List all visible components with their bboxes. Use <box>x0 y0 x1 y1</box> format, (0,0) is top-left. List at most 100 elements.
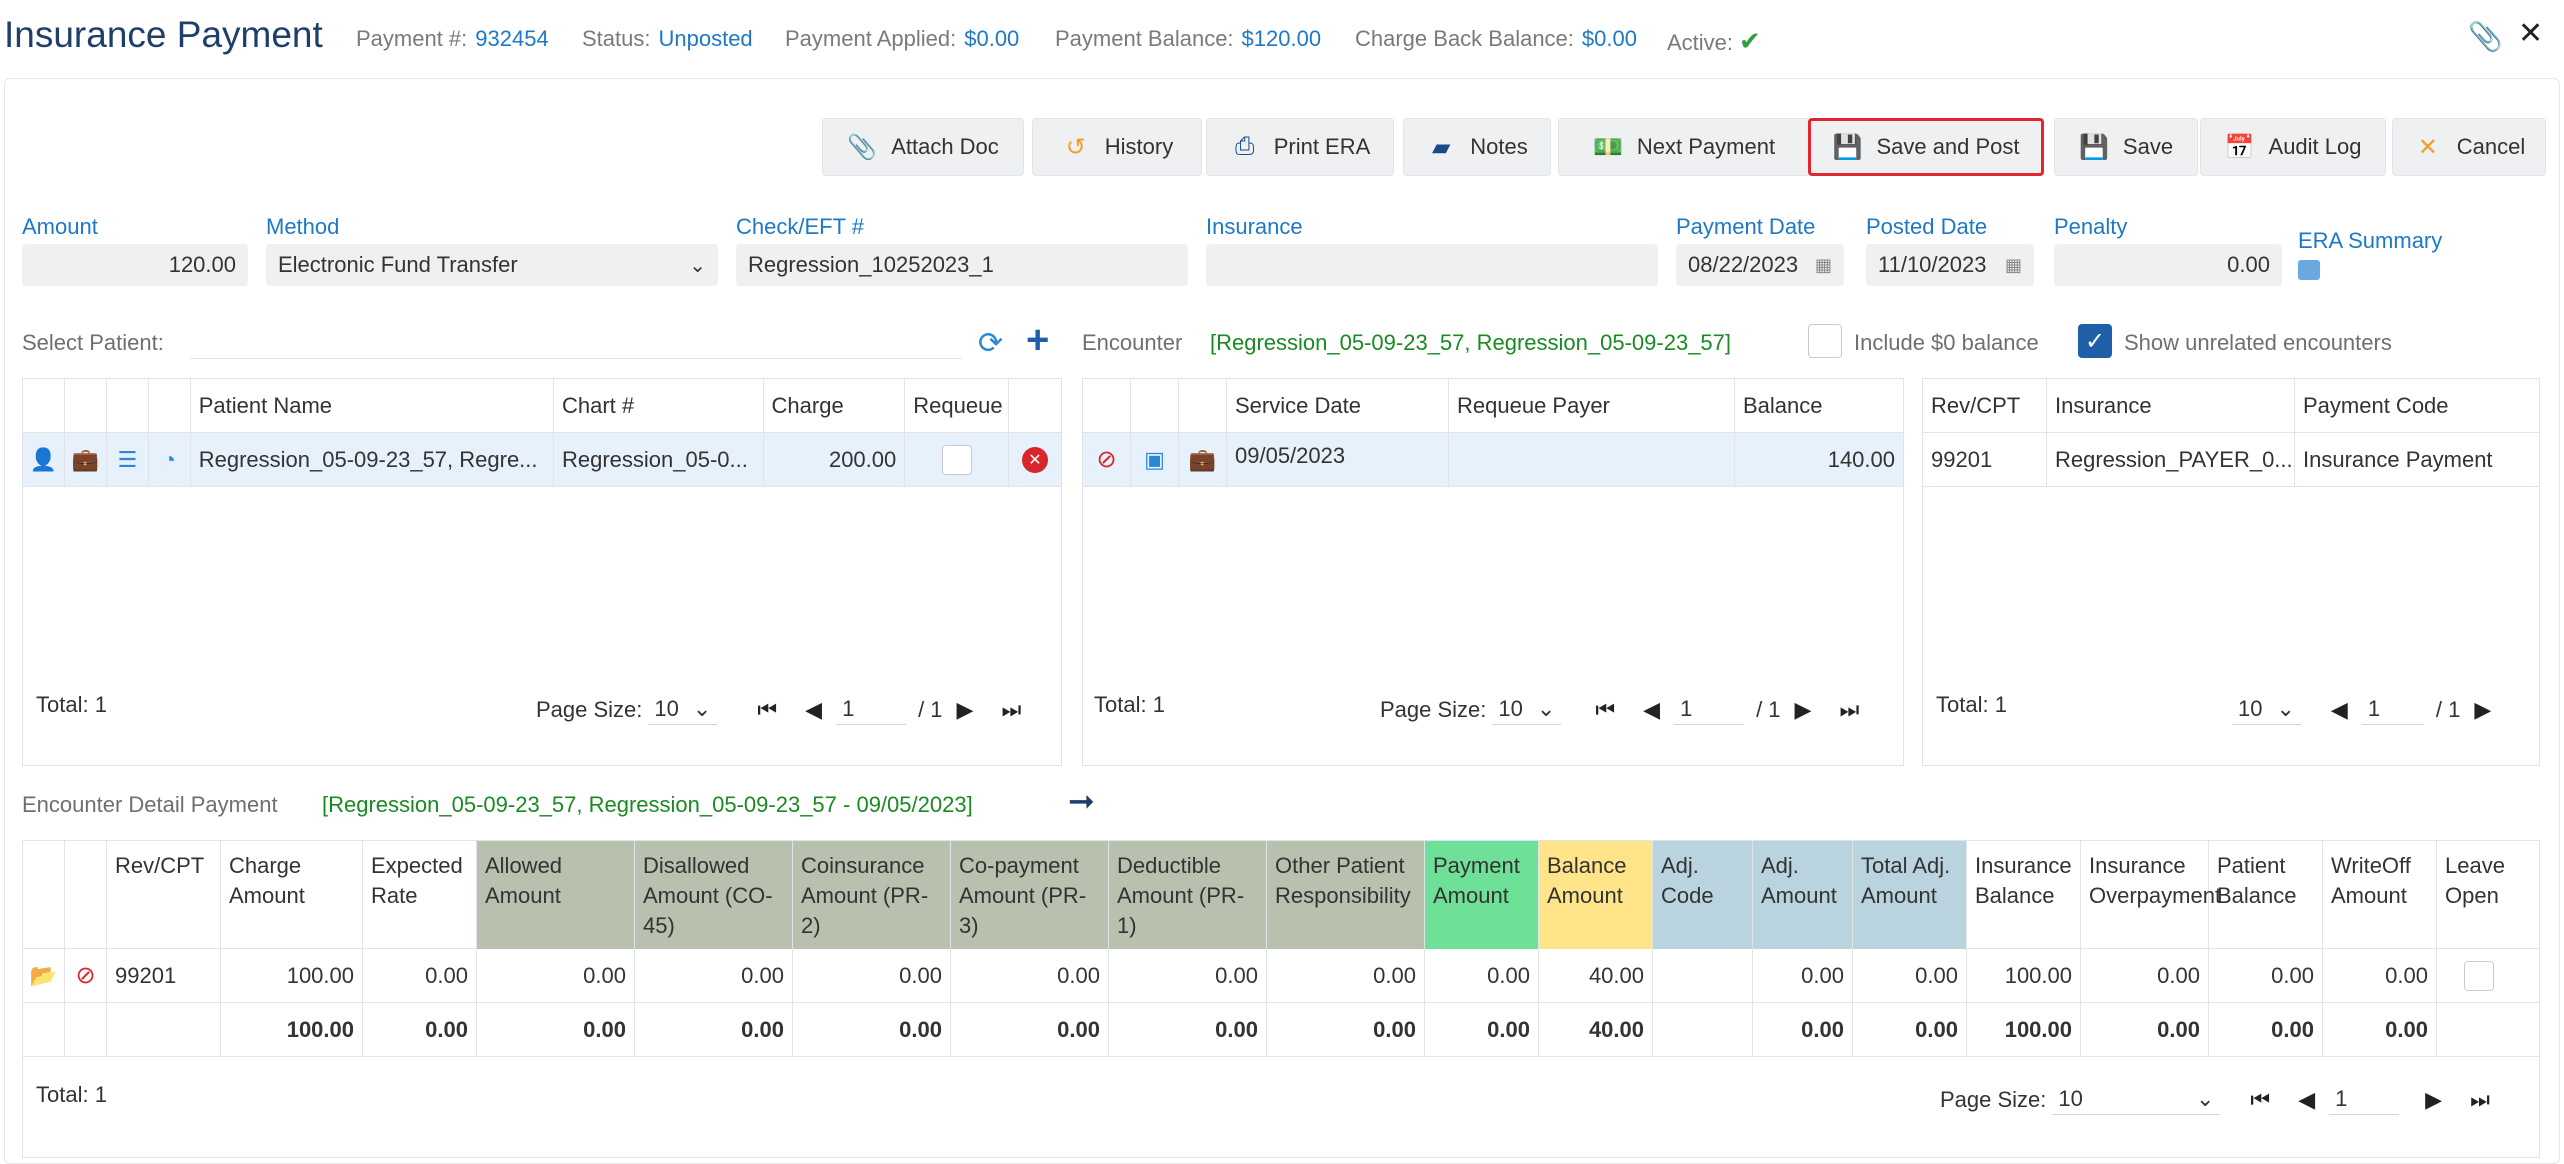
briefcase-icon[interactable]: 💼 <box>1179 433 1227 486</box>
next-page-icon[interactable]: ▶ <box>2425 1086 2443 1112</box>
col-charge-amount[interactable]: Charge Amount <box>221 841 363 949</box>
last-page-icon[interactable]: ⏭ <box>1001 696 1022 722</box>
next-payment-button[interactable]: 💵 Next Payment <box>1558 118 1810 176</box>
col-disallowed[interactable]: Disallowed Amount (CO-45) <box>635 841 793 949</box>
page-number-input[interactable]: 1 <box>836 694 907 725</box>
deductible-cell[interactable]: 0.00 <box>1109 949 1267 1002</box>
col-insurance[interactable]: Insurance <box>2047 379 2295 432</box>
close-icon[interactable]: ✕ <box>2518 17 2544 50</box>
show-unrelated-checkbox[interactable]: ✓ <box>2078 324 2112 358</box>
page-size-select[interactable]: 10 ⌄ <box>2232 694 2301 725</box>
col-adj-amount[interactable]: Adj. Amount <box>1753 841 1853 949</box>
block-icon[interactable]: ⊘ <box>65 949 107 1002</box>
select-patient-input[interactable] <box>190 358 962 359</box>
col-other-responsibility[interactable]: Other Patient Responsibility <box>1267 841 1425 949</box>
next-page-icon[interactable]: ▶ <box>2474 696 2492 722</box>
col-insurance-overpayment[interactable]: Insurance Overpayment <box>2081 841 2221 949</box>
prev-page-icon[interactable]: ◀ <box>1643 696 1661 722</box>
col-writeoff[interactable]: WriteOff Amount <box>2323 841 2437 949</box>
col-insurance-balance[interactable]: Insurance Balance <box>1967 841 2081 949</box>
other-responsibility-cell[interactable]: 0.00 <box>1267 949 1425 1002</box>
col-adj-code[interactable]: Adj. Code <box>1653 841 1753 949</box>
col-service-date[interactable]: Service Date <box>1227 379 1449 432</box>
writeoff-cell[interactable]: 0.00 <box>2323 949 2437 1002</box>
first-page-icon[interactable]: ⏮ <box>1595 696 1616 722</box>
add-patient-icon[interactable]: + <box>1026 318 1050 362</box>
history-button[interactable]: ↺ History <box>1032 118 1202 176</box>
page-number-input[interactable]: 1 <box>2361 694 2424 725</box>
method-select[interactable]: Electronic Fund Transfer ⌄ <box>266 244 718 286</box>
prev-page-icon[interactable]: ◀ <box>805 696 823 722</box>
coinsurance-cell[interactable]: 0.00 <box>793 949 951 1002</box>
table-row[interactable]: 👤 💼 ☰ ◔ Regression_05-09-23_57, Regre...… <box>23 433 1061 487</box>
table-row[interactable]: 99201 Regression_PAYER_0... Insurance Pa… <box>1923 433 2539 487</box>
col-balance[interactable]: Balance <box>1743 392 1823 418</box>
copayment-cell[interactable]: 0.00 <box>951 949 1109 1002</box>
include-zero-balance-checkbox[interactable] <box>1808 324 1842 358</box>
refresh-icon[interactable]: ⟳ <box>978 327 1004 360</box>
col-expected-rate[interactable]: Expected Rate <box>363 841 477 949</box>
attach-doc-button[interactable]: 📎 Attach Doc <box>822 118 1024 176</box>
table-row[interactable]: ⊘ ▣ 💼 09/05/2023 140.00 <box>1083 433 1903 487</box>
page-number-input[interactable]: 1 <box>2329 1084 2400 1115</box>
insurance-input[interactable] <box>1206 244 1658 286</box>
notes-button[interactable]: ▰ Notes <box>1403 118 1551 176</box>
id-card-icon[interactable]: ▣ <box>1131 433 1179 486</box>
next-page-icon[interactable]: ▶ <box>956 696 974 722</box>
page-number-input[interactable]: 1 <box>1674 694 1745 725</box>
payment-amount-cell[interactable]: 0.00 <box>1425 949 1539 1002</box>
calendar-icon[interactable]: ▦ <box>1814 254 1832 275</box>
adj-code-cell[interactable] <box>1653 949 1753 1002</box>
block-icon[interactable]: ⊘ <box>1083 433 1131 486</box>
leave-open-checkbox[interactable] <box>2464 960 2494 991</box>
print-era-button[interactable]: ⎙ Print ERA <box>1206 118 1394 176</box>
last-page-icon[interactable]: ⏭ <box>2470 1086 2490 1112</box>
col-charge[interactable]: Charge <box>764 379 906 432</box>
posted-date-input[interactable]: 11/10/2023 ▦ <box>1866 244 2034 286</box>
next-page-icon[interactable]: ▶ <box>1794 696 1812 722</box>
col-deductible[interactable]: Deductible Amount (PR-1) <box>1109 841 1267 949</box>
era-summary-icon[interactable] <box>2298 260 2320 280</box>
col-requeue[interactable]: Requeue <box>905 379 1010 432</box>
col-chart[interactable]: Chart # <box>554 379 764 432</box>
folder-icon[interactable]: 📂 <box>23 949 65 1002</box>
col-requeue-payer[interactable]: Requeue Payer <box>1449 379 1735 432</box>
col-copayment[interactable]: Co-payment Amount (PR-3) <box>951 841 1109 949</box>
dashboard-icon[interactable]: ◔ <box>149 433 191 486</box>
col-total-adj[interactable]: Total Adj. Amount <box>1853 841 1967 949</box>
requeue-checkbox[interactable] <box>941 444 972 475</box>
col-allowed-amount[interactable]: Allowed Amount <box>477 841 635 949</box>
first-page-icon[interactable]: ⏮ <box>757 696 778 722</box>
col-rev-cpt[interactable]: Rev/CPT <box>107 841 221 949</box>
check-eft-input[interactable]: Regression_10252023_1 <box>736 244 1188 286</box>
adj-amount-cell[interactable]: 0.00 <box>1753 949 1853 1002</box>
col-payment-amount[interactable]: Payment Amount <box>1425 841 1539 949</box>
audit-log-button[interactable]: 📅 Audit Log <box>2200 118 2386 176</box>
disallowed-cell[interactable]: 0.00 <box>635 949 793 1002</box>
arrow-right-icon[interactable]: ➞ <box>1068 783 1095 819</box>
col-leave-open[interactable]: Leave Open <box>2445 853 2505 908</box>
col-patient-name[interactable]: Patient Name <box>191 379 554 432</box>
amount-input[interactable]: 120.00 <box>22 244 248 286</box>
col-rev-cpt[interactable]: Rev/CPT <box>1923 379 2047 432</box>
col-balance-amount[interactable]: Balance Amount <box>1539 841 1653 949</box>
user-icon[interactable]: 👤 <box>23 433 65 486</box>
briefcase-icon[interactable]: 💼 <box>65 433 107 486</box>
allowed-amount-cell[interactable]: 0.00 <box>477 949 635 1002</box>
penalty-input[interactable]: 0.00 <box>2054 244 2282 286</box>
col-payment-code[interactable]: Payment Code <box>2303 392 2449 418</box>
first-page-icon[interactable]: ⏮ <box>2250 1086 2271 1112</box>
save-button[interactable]: 💾 Save <box>2054 118 2198 176</box>
calendar-icon[interactable]: ▦ <box>2004 254 2022 275</box>
remove-icon[interactable]: ✕ <box>1009 433 1061 486</box>
page-size-select[interactable]: 10 ⌄ <box>1492 694 1562 725</box>
save-and-post-button[interactable]: 💾 Save and Post <box>1808 118 2044 176</box>
col-coinsurance[interactable]: Coinsurance Amount (PR-2) <box>793 841 951 949</box>
page-size-select[interactable]: 10 ⌄ <box>2052 1084 2221 1115</box>
paperclip-icon[interactable]: 📎 <box>2468 21 2503 52</box>
page-size-select[interactable]: 10 ⌄ <box>648 694 718 725</box>
table-row[interactable]: 📂 ⊘ 99201 100.00 0.00 0.00 0.00 0.00 0.0… <box>23 949 2539 1003</box>
col-patient-balance[interactable]: Patient Balance <box>2209 841 2323 949</box>
prev-page-icon[interactable]: ◀ <box>2298 1086 2316 1112</box>
last-page-icon[interactable]: ⏭ <box>1839 696 1860 722</box>
